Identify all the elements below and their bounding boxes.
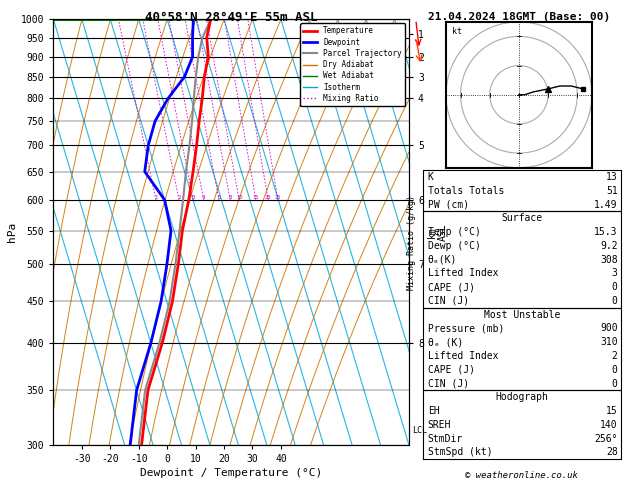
Text: 21.04.2024 18GMT (Base: 00): 21.04.2024 18GMT (Base: 00): [428, 12, 610, 22]
Text: CIN (J): CIN (J): [428, 379, 469, 388]
Text: 310: 310: [600, 337, 618, 347]
Text: 1.49: 1.49: [594, 200, 618, 209]
Text: EH: EH: [428, 406, 440, 416]
Text: 6: 6: [218, 195, 221, 200]
Text: 900: 900: [600, 324, 618, 333]
Text: © weatheronline.co.uk: © weatheronline.co.uk: [465, 471, 578, 480]
Text: 3: 3: [612, 268, 618, 278]
Text: PW (cm): PW (cm): [428, 200, 469, 209]
Text: 0: 0: [612, 379, 618, 388]
Text: 3: 3: [192, 195, 195, 200]
Text: CAPE (J): CAPE (J): [428, 282, 475, 292]
Text: 308: 308: [600, 255, 618, 264]
Y-axis label: km
ASL: km ASL: [426, 223, 448, 241]
Text: 51: 51: [606, 186, 618, 196]
Text: 0: 0: [612, 296, 618, 306]
Text: 28: 28: [606, 448, 618, 457]
Text: Pressure (mb): Pressure (mb): [428, 324, 504, 333]
Text: 15.3: 15.3: [594, 227, 618, 237]
Y-axis label: hPa: hPa: [7, 222, 17, 242]
Text: Mixing Ratio (g/kg): Mixing Ratio (g/kg): [408, 195, 416, 291]
Text: 256°: 256°: [594, 434, 618, 444]
Text: 9.2: 9.2: [600, 241, 618, 251]
Text: Lifted Index: Lifted Index: [428, 268, 498, 278]
Text: Dewp (°C): Dewp (°C): [428, 241, 481, 251]
Text: 10: 10: [236, 195, 242, 200]
Text: 40°58'N 28°49'E 55m ASL: 40°58'N 28°49'E 55m ASL: [145, 11, 318, 24]
Text: K: K: [428, 172, 433, 182]
Text: 2: 2: [612, 351, 618, 361]
Text: 140: 140: [600, 420, 618, 430]
Text: CAPE (J): CAPE (J): [428, 365, 475, 375]
Text: 4: 4: [202, 195, 205, 200]
Text: SREH: SREH: [428, 420, 451, 430]
Text: θₑ(K): θₑ(K): [428, 255, 457, 264]
Text: 20: 20: [265, 195, 272, 200]
Text: Hodograph: Hodograph: [495, 392, 548, 402]
Text: 8: 8: [228, 195, 232, 200]
Text: 0: 0: [612, 282, 618, 292]
Text: 13: 13: [606, 172, 618, 182]
Text: CIN (J): CIN (J): [428, 296, 469, 306]
Text: 15: 15: [253, 195, 259, 200]
Text: LCL: LCL: [413, 426, 427, 435]
Text: 25: 25: [275, 195, 281, 200]
Text: StmSpd (kt): StmSpd (kt): [428, 448, 493, 457]
Text: θₑ (K): θₑ (K): [428, 337, 463, 347]
Legend: Temperature, Dewpoint, Parcel Trajectory, Dry Adiabat, Wet Adiabat, Isotherm, Mi: Temperature, Dewpoint, Parcel Trajectory…: [301, 23, 405, 106]
Text: 2: 2: [177, 195, 181, 200]
Text: 1: 1: [154, 195, 157, 200]
Text: StmDir: StmDir: [428, 434, 463, 444]
Text: Totals Totals: Totals Totals: [428, 186, 504, 196]
Text: 0: 0: [612, 365, 618, 375]
Text: kt: kt: [452, 27, 462, 35]
Text: Surface: Surface: [501, 213, 542, 223]
Text: Most Unstable: Most Unstable: [484, 310, 560, 320]
Text: 15: 15: [606, 406, 618, 416]
Text: Lifted Index: Lifted Index: [428, 351, 498, 361]
Text: Temp (°C): Temp (°C): [428, 227, 481, 237]
X-axis label: Dewpoint / Temperature (°C): Dewpoint / Temperature (°C): [140, 468, 322, 478]
